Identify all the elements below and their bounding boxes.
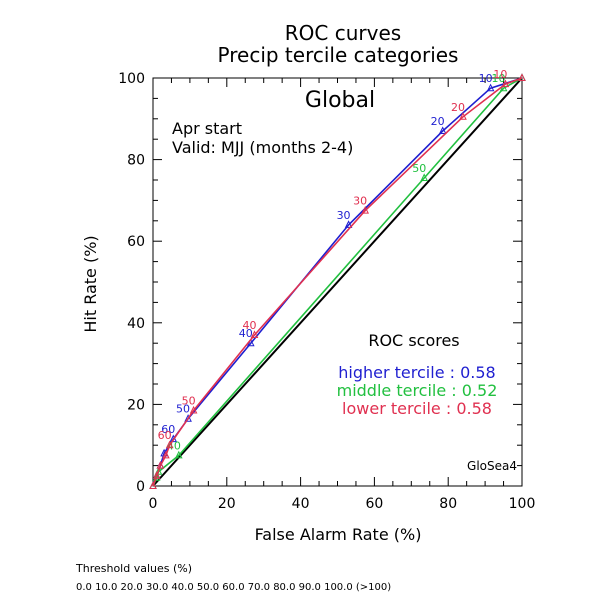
x-tick-label: 0 bbox=[149, 496, 158, 512]
y-tick-label: 80 bbox=[127, 153, 145, 169]
roc-point-marker bbox=[154, 467, 163, 475]
roc-point-marker bbox=[361, 205, 370, 214]
roc-point-label: 10 bbox=[492, 72, 506, 85]
roc-point-marker bbox=[174, 450, 183, 459]
info-line-start: Apr start bbox=[172, 119, 242, 138]
roc-point-label: 40 bbox=[239, 327, 253, 340]
chart-subtitle: Precip tercile categories bbox=[218, 43, 459, 67]
roc-point-label: 30 bbox=[353, 195, 367, 208]
roc-series-line bbox=[152, 77, 523, 487]
region-label: Global bbox=[305, 88, 375, 113]
x-axis-label: False Alarm Rate (%) bbox=[255, 525, 422, 544]
roc-point-marker bbox=[165, 440, 174, 449]
roc-score-text: lower tercile : 0.58 bbox=[342, 399, 492, 418]
chart-title: ROC curves bbox=[285, 21, 401, 45]
roc-point-marker bbox=[518, 73, 526, 81]
no-skill-diagonal bbox=[152, 77, 523, 487]
roc-point-marker bbox=[499, 83, 508, 92]
roc-point-label: 50 bbox=[412, 162, 426, 175]
y-axis-label: Hit Rate (%) bbox=[81, 235, 100, 332]
x-tick-label: 20 bbox=[218, 496, 236, 512]
roc-point-marker bbox=[501, 79, 510, 88]
y-tick-label: 60 bbox=[127, 234, 145, 250]
roc-point-marker bbox=[149, 481, 157, 489]
y-tick-label: 20 bbox=[127, 397, 145, 413]
roc-point-label: 50 bbox=[176, 403, 190, 416]
roc-point-label: 20 bbox=[431, 115, 445, 128]
roc-point-marker bbox=[162, 450, 170, 459]
y-tick-label: 40 bbox=[127, 316, 145, 332]
plot-area: 0 20 40 60 80 100020406080100605040302010high… bbox=[118, 68, 535, 512]
roc-point-label: 50 bbox=[182, 395, 196, 408]
roc-point-marker bbox=[184, 414, 192, 422]
x-tick-label: 40 bbox=[292, 496, 310, 512]
model-label: GloSea4 bbox=[467, 459, 517, 473]
roc-point-marker bbox=[250, 330, 259, 338]
info-line-valid: Valid: MJJ (months 2-4) bbox=[172, 138, 353, 157]
roc-point-label: 60 bbox=[158, 429, 172, 442]
x-tick-label: 80 bbox=[439, 496, 457, 512]
roc-point-marker bbox=[420, 173, 429, 181]
y-tick-label: 0 bbox=[136, 479, 145, 495]
roc-point-label: 30 bbox=[337, 209, 351, 222]
y-tick-label: 100 bbox=[118, 71, 145, 87]
x-tick-label: 100 bbox=[509, 496, 536, 512]
roc-point-label: 10 bbox=[493, 68, 507, 81]
roc-point-label: 20 bbox=[451, 101, 465, 114]
roc-scores-title: ROC scores bbox=[368, 331, 459, 350]
roc-point-marker bbox=[459, 112, 467, 120]
roc-point-marker bbox=[156, 460, 165, 469]
x-tick-label: 60 bbox=[365, 496, 383, 512]
threshold-title: Threshold values (%) bbox=[75, 562, 192, 575]
roc-point-marker bbox=[152, 473, 161, 481]
roc-point-label: 10 bbox=[479, 72, 493, 85]
roc-point-marker bbox=[344, 220, 353, 228]
roc-point-marker bbox=[486, 83, 495, 92]
roc-point-label: 40 bbox=[242, 319, 256, 332]
threshold-values: 0.0 10.0 20.0 30.0 40.0 50.0 60.0 70.0 8… bbox=[76, 582, 391, 593]
roc-point-label: 60 bbox=[161, 423, 175, 436]
roc-point-marker bbox=[438, 126, 447, 134]
roc-score-text: middle tercile : 0.52 bbox=[337, 381, 498, 400]
roc-score-text: higher tercile : 0.58 bbox=[338, 363, 495, 382]
roc-point-marker bbox=[189, 405, 198, 414]
roc-point-marker bbox=[152, 471, 161, 479]
